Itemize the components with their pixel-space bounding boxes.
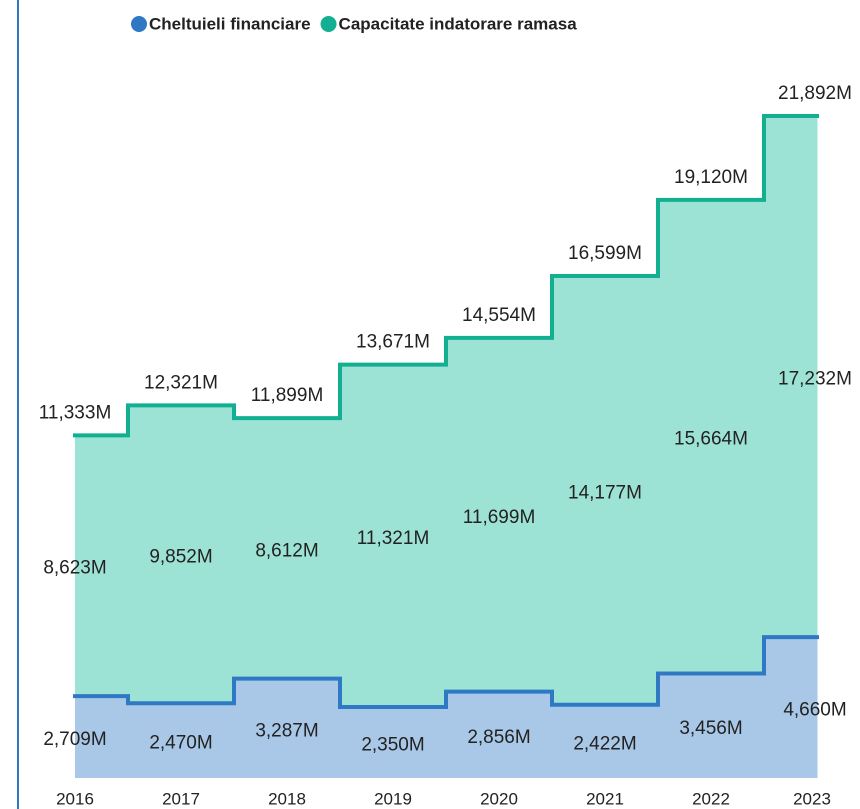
value-label: 8,612M xyxy=(255,540,318,561)
area-segment xyxy=(234,678,341,778)
area-segment xyxy=(658,199,765,674)
area-segment xyxy=(128,703,235,778)
x-tick-label: 2021 xyxy=(586,789,624,808)
area-segment xyxy=(128,405,235,704)
area-segment xyxy=(764,116,818,638)
value-label: 8,623M xyxy=(43,558,106,579)
value-label: 11,699M xyxy=(463,507,536,528)
area-segment xyxy=(552,276,659,705)
value-label: 2,709M xyxy=(43,729,106,750)
value-label: 2,470M xyxy=(149,733,212,754)
x-tick-label: 2022 xyxy=(692,789,730,808)
x-tick-label: 2019 xyxy=(374,789,412,808)
total-label: 19,120M xyxy=(674,167,748,188)
value-label: 2,856M xyxy=(467,727,530,748)
total-label: 12,321M xyxy=(144,372,218,393)
total-label: 14,554M xyxy=(462,305,536,326)
x-tick-label: 2020 xyxy=(480,789,518,808)
area-segment xyxy=(552,704,659,778)
total-label: 11,333M xyxy=(39,402,112,423)
area-segment xyxy=(446,691,553,778)
value-label: 17,232M xyxy=(778,369,852,390)
area-segment xyxy=(764,637,818,778)
value-label: 11,321M xyxy=(357,528,430,549)
area-segment xyxy=(340,706,447,778)
x-tick-label: 2016 xyxy=(56,789,94,808)
value-label: 4,660M xyxy=(783,700,846,721)
area-segment xyxy=(75,696,129,778)
total-label: 11,899M xyxy=(251,385,324,406)
legend-label: Capacitate indatorare ramasa xyxy=(339,14,578,33)
value-label: 14,177M xyxy=(568,482,642,503)
legend-swatch xyxy=(131,16,147,32)
area-segment xyxy=(446,337,553,692)
total-label: 21,892M xyxy=(778,83,852,104)
x-tick-label: 2023 xyxy=(793,789,831,808)
value-label: 9,852M xyxy=(149,546,212,567)
area-segment xyxy=(234,418,341,679)
x-tick-label: 2017 xyxy=(162,789,200,808)
value-label: 15,664M xyxy=(674,429,748,450)
value-label: 2,422M xyxy=(573,733,636,754)
value-label: 3,456M xyxy=(679,718,742,739)
legend-label: Cheltuieli financiare xyxy=(149,14,311,33)
area-segment xyxy=(340,364,447,707)
value-label: 2,350M xyxy=(361,734,424,755)
x-tick-label: 2018 xyxy=(268,789,306,808)
area-segment xyxy=(658,673,765,778)
total-label: 13,671M xyxy=(356,332,430,353)
total-label: 16,599M xyxy=(568,243,642,264)
value-label: 3,287M xyxy=(255,720,318,741)
legend-swatch xyxy=(320,16,337,32)
area-segment xyxy=(75,435,129,697)
